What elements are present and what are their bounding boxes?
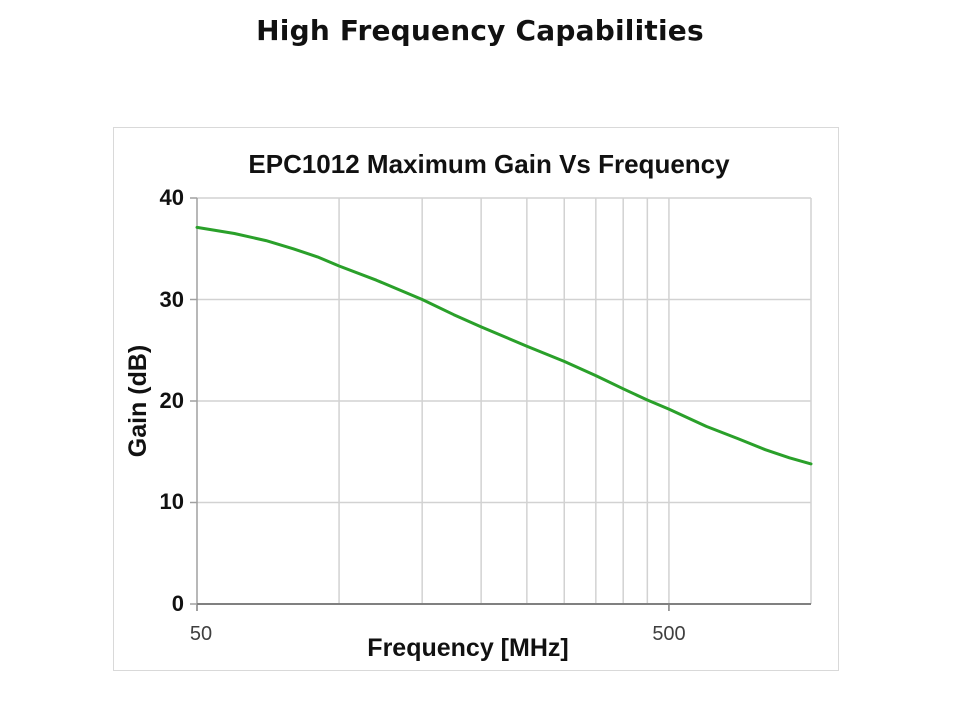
- y-tick-label-0: 0: [171, 591, 184, 616]
- plot-area: [190, 197, 813, 611]
- x-tick-label-50: 50: [189, 623, 213, 645]
- x-axis-title: Frequency [MHz]: [367, 634, 569, 662]
- gain-curve: [195, 225, 813, 466]
- y-tick-label-20: 20: [159, 388, 184, 413]
- x-tick-label-500: 500: [652, 623, 686, 645]
- y-tick-label-40: 40: [159, 185, 184, 210]
- y-tick-label-30: 30: [159, 287, 184, 312]
- chart-title: EPC1012 Maximum Gain Vs Frequency: [248, 149, 730, 179]
- page-title: High Frequency Capabilities: [256, 14, 704, 47]
- chart-panel: EPC1012 Maximum Gain Vs Frequency Gain (…: [113, 127, 839, 671]
- y-tick-label-10: 10: [159, 489, 184, 514]
